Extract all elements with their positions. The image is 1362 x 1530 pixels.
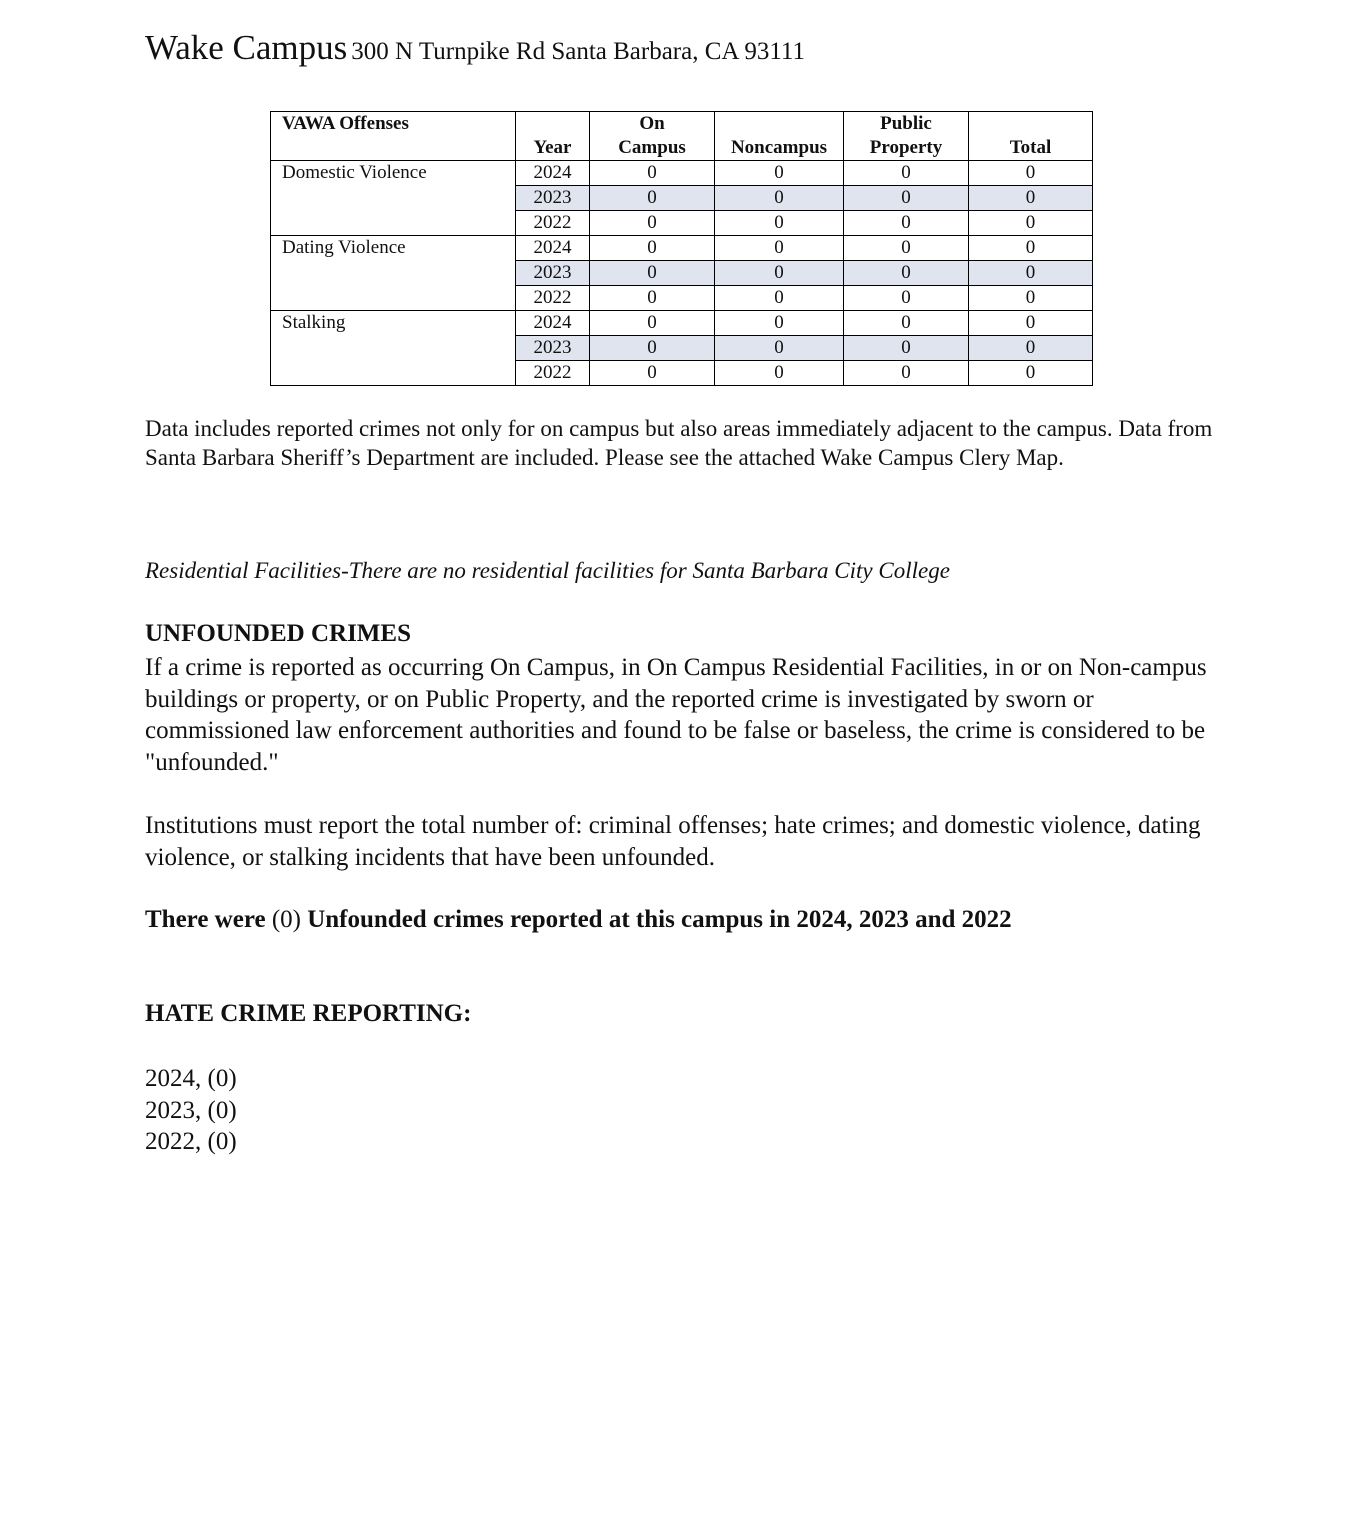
page-title: Wake Campus 300 N Turnpike Rd Santa Barb… — [145, 28, 805, 68]
year-cell: 2024 — [515, 310, 590, 336]
count-cell: 0 — [714, 360, 844, 386]
table-row: Stalking 2024 0 0 0 0 — [270, 310, 1093, 386]
table-row: 2022 0 0 0 0 — [271, 360, 1093, 386]
count-cell: 0 — [589, 335, 715, 361]
count-cell: 0 — [714, 160, 844, 186]
count-cell: 0 — [714, 185, 844, 211]
year-cell: 2022 — [515, 360, 590, 386]
count-cell: 0 — [589, 260, 715, 286]
count-cell: 0 — [589, 185, 715, 211]
count-cell: 0 — [714, 210, 844, 236]
hate-crime-item: 2022, (0) — [145, 1128, 237, 1155]
unfounded-paragraph: If a crime is reported as occurring On C… — [145, 654, 1207, 776]
year-cell: 2023 — [515, 260, 590, 286]
table-header: VAWA Offenses Year On Campus Noncampus P… — [270, 111, 1093, 161]
hate-crime-heading: HATE CRIME REPORTING: — [145, 1000, 472, 1027]
year-cell: 2023 — [515, 185, 590, 211]
col-header: On Campus — [589, 111, 715, 161]
count-cell: 0 — [714, 335, 844, 361]
year-cell: 2024 — [515, 235, 590, 261]
col-header: Public Property — [843, 111, 969, 161]
count-cell: 0 — [843, 160, 969, 186]
col-header: Year — [515, 111, 590, 161]
hate-crime-item: 2023, (0) — [145, 1096, 237, 1124]
count-cell: 0 — [968, 335, 1093, 361]
count-cell: 0 — [843, 235, 969, 261]
offense-name: Domestic Violence — [270, 160, 516, 236]
residential-note: Residential Facilities-There are no resi… — [145, 558, 950, 583]
count-cell: 0 — [968, 235, 1093, 261]
count-cell: 0 — [714, 260, 844, 286]
count-cell: 0 — [968, 310, 1093, 336]
table-row: 2023 0 0 0 0 — [271, 335, 1093, 361]
count-cell: 0 — [968, 210, 1093, 236]
table-row: 2023 0 0 0 0 — [271, 185, 1093, 211]
count-cell: 0 — [589, 360, 715, 386]
count-cell: 0 — [843, 210, 969, 236]
count-cell: 0 — [843, 285, 969, 311]
count-cell: 0 — [968, 160, 1093, 186]
count-cell: 0 — [714, 235, 844, 261]
count-cell: 0 — [589, 285, 715, 311]
count-cell: 0 — [589, 210, 715, 236]
count-cell: 0 — [843, 360, 969, 386]
col-header: VAWA Offenses — [270, 111, 516, 161]
col-header: Total — [968, 111, 1093, 161]
campus-name: Wake Campus — [145, 28, 348, 67]
offense-name: Dating Violence — [270, 235, 516, 311]
table-row: 2022 0 0 0 0 — [271, 285, 1093, 311]
count-cell: 0 — [589, 235, 715, 261]
count-cell: 0 — [968, 285, 1093, 311]
data-note: Data includes reported crimes not only f… — [145, 416, 1213, 470]
count-cell: 0 — [589, 160, 715, 186]
unfounded-heading: UNFOUNDED CRIMES — [145, 620, 411, 647]
count-cell: 0 — [968, 260, 1093, 286]
year-cell: 2023 — [515, 335, 590, 361]
count-cell: 0 — [714, 310, 844, 336]
count-cell: 0 — [843, 185, 969, 211]
count-cell: 0 — [968, 185, 1093, 211]
count-cell: 0 — [714, 285, 844, 311]
count-cell: 0 — [843, 260, 969, 286]
vawa-offenses-table: VAWA Offenses Year On Campus Noncampus P… — [270, 111, 1093, 386]
table-row: 2023 0 0 0 0 — [271, 260, 1093, 286]
year-cell: 2022 — [515, 285, 590, 311]
table-row: 2022 0 0 0 0 — [271, 210, 1093, 236]
year-cell: 2024 — [515, 160, 590, 186]
count-cell: 0 — [589, 310, 715, 336]
table-row: Domestic Violence 2024 0 0 0 0 — [270, 160, 1093, 236]
hate-crime-list: 2024, (0) 2023, (0) 2022, (0) — [145, 1063, 1225, 1158]
unfounded-statement: There were (0) Unfounded crimes reported… — [145, 906, 1012, 933]
campus-address: 300 N Turnpike Rd Santa Barbara, CA 9311… — [351, 38, 805, 65]
year-cell: 2022 — [515, 210, 590, 236]
table-row: Dating Violence 2024 0 0 0 0 — [270, 235, 1093, 311]
count-cell: 0 — [843, 335, 969, 361]
count-cell: 0 — [843, 310, 969, 336]
hate-crime-item: 2024, (0) — [145, 1065, 237, 1092]
unfounded-requirement: Institutions must report the total numbe… — [145, 812, 1201, 871]
offense-name: Stalking — [270, 310, 516, 386]
count-cell: 0 — [968, 360, 1093, 386]
col-header: Noncampus — [714, 111, 844, 161]
